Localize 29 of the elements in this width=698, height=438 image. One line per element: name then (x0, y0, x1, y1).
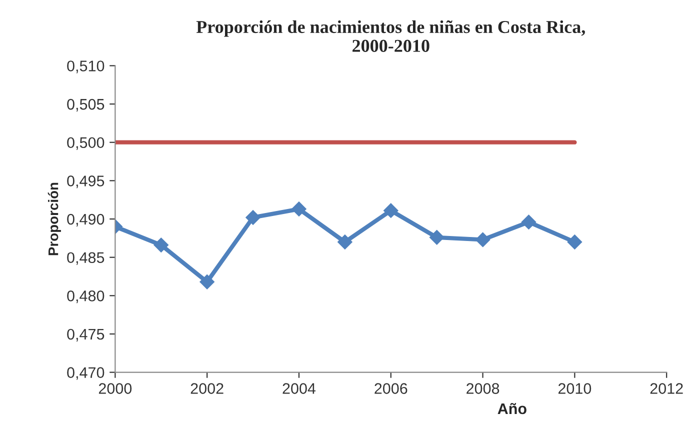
x-tick-label: 2010 (558, 383, 592, 394)
y-tick-label: 0,470 (67, 367, 104, 380)
x-tick-label: 2012 (650, 383, 683, 394)
y-axis-title: Proporción (48, 182, 61, 256)
point (429, 230, 444, 245)
point (292, 202, 306, 216)
x-tick-label: 2002 (190, 383, 224, 394)
y-tick-label: 0,495 (67, 176, 104, 188)
x-axis-title: Año (498, 403, 526, 414)
x-tick-label: 2006 (374, 383, 408, 394)
y-tick-label: 0,475 (67, 328, 104, 342)
point (246, 210, 260, 225)
point (383, 203, 398, 218)
x-tick-label: 2004 (282, 383, 316, 394)
chart-title: Proporción de nacimientos de niñas en Costa Rica, 2000-2010 (196, 20, 585, 52)
x-tick-label: 2008 (466, 383, 500, 394)
y-tick-label: 0,480 (67, 290, 104, 304)
y-tick-label: 0,490 (67, 214, 104, 226)
x-tick-label: 2000 (98, 383, 132, 394)
point (338, 234, 352, 250)
point (154, 238, 169, 252)
point (200, 274, 214, 290)
y-tick-label: 0,500 (67, 137, 104, 150)
y-tick-label: 0,505 (67, 98, 104, 112)
point (567, 234, 582, 250)
y-tick-label: 0,485 (67, 252, 104, 265)
y-tick-label: 0,510 (67, 60, 104, 74)
point (521, 214, 536, 230)
point (475, 232, 490, 248)
